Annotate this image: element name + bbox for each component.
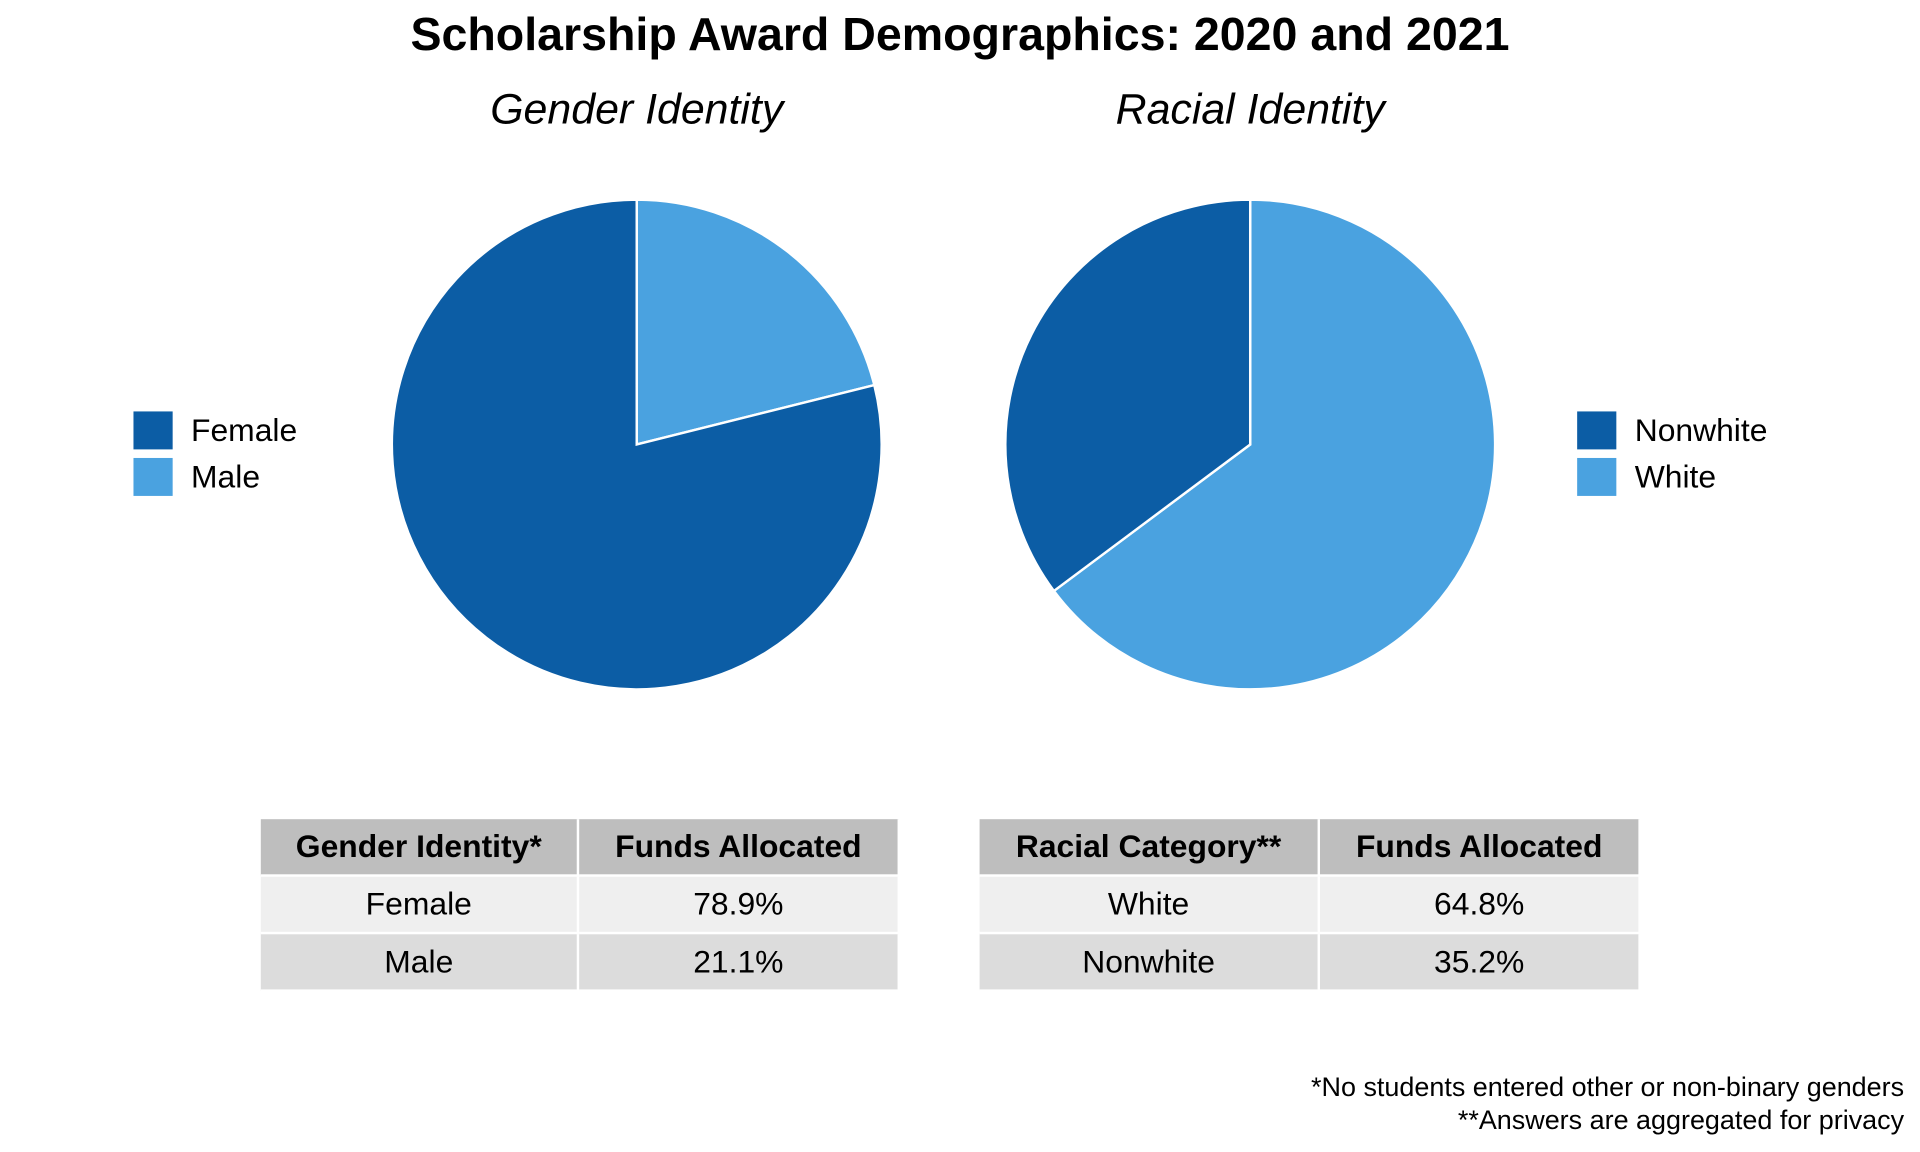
footnotes: *No students entered other or non-binary… [1311,1070,1904,1136]
legend-item-male: Male [133,453,297,500]
legend-label: Female [191,410,298,448]
table-row: Male 21.1% [260,933,901,992]
pie-slice-female [390,198,883,691]
legend-label: Nonwhite [1634,410,1768,448]
footnote-gender: *No students entered other or non-binary… [1311,1071,1905,1103]
table-row: Female 78.9% [260,875,901,935]
table-cell: Nonwhite [979,933,1321,992]
table-cell: Female [260,875,580,935]
legend-swatch [133,457,173,496]
legend-swatch [133,410,173,449]
footnote-privacy: **Answers are aggregated for privacy [1457,1104,1905,1136]
table-header: Gender Identity* [260,819,580,877]
gender-pie-title: Gender Identity [490,85,784,134]
table-cell: 64.8% [1318,875,1641,935]
gender-table: Gender Identity* Funds Allocated Female 78… [260,819,901,992]
legend-item-nonwhite: Nonwhite [1577,407,1767,454]
legend-item-female: Female [133,407,297,454]
table-row: Nonwhite 35.2% [979,933,1641,992]
pie-slice-nonwhite [1004,198,1252,593]
table-row: White 64.8% [979,875,1641,935]
legend-item-white: White [1577,453,1767,500]
table-header: Funds Allocated [1318,819,1641,877]
legend-label: White [1634,457,1717,495]
legend-label: Male [191,457,261,495]
table-header: Racial Category** [979,819,1321,877]
race-table: Racial Category** Funds Allocated White 64… [979,819,1641,992]
race-pie-title: Racial Identity [1115,85,1385,134]
figure-title: Scholarship Award Demographics: 2020 and… [410,9,1510,62]
table-cell: 21.1% [577,933,901,992]
legend-swatch [1577,457,1617,496]
legend-swatch [1577,410,1617,449]
pie-slice-white [1052,198,1497,691]
gender-legend: Female Male [133,407,297,500]
table-cell: 78.9% [577,875,901,935]
pie-slice-male [635,198,876,447]
table-cell: Male [260,933,580,992]
race-legend: Nonwhite White [1577,407,1767,500]
table-header: Funds Allocated [577,819,901,877]
table-cell: 35.2% [1318,933,1641,992]
table-cell: White [979,875,1321,935]
